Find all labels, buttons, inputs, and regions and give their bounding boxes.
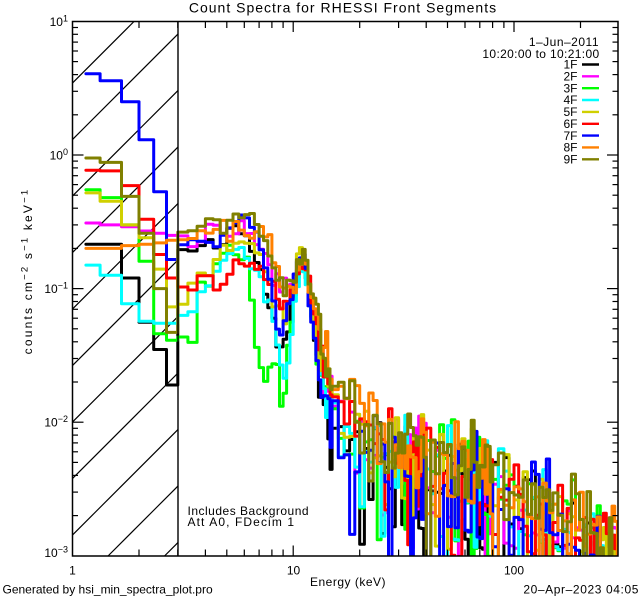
svg-text:Energy (keV): Energy (keV): [310, 575, 386, 589]
svg-text:1: 1: [69, 564, 76, 578]
svg-text:9F: 9F: [563, 153, 577, 167]
svg-text:Includes Background: Includes Background: [188, 504, 310, 518]
svg-text:101: 101: [50, 14, 68, 30]
svg-text:Generated by hsi_min_spectra_p: Generated by hsi_min_spectra_plot.pro: [3, 583, 213, 597]
svg-text:10:20:00 to 10:21:00: 10:20:00 to 10:21:00: [482, 47, 599, 61]
svg-text:8F: 8F: [563, 141, 577, 155]
svg-text:5F: 5F: [563, 105, 577, 119]
svg-text:10−3: 10−3: [44, 545, 68, 561]
svg-text:counts cm−2 s−1 keV−1: counts cm−2 s−1 keV−1: [20, 188, 36, 355]
svg-text:10−1: 10−1: [44, 280, 68, 296]
svg-text:6F: 6F: [563, 117, 577, 131]
svg-text:4F: 4F: [563, 93, 577, 107]
svg-text:10: 10: [287, 564, 301, 578]
svg-text:20–Apr–2023 04:05: 20–Apr–2023 04:05: [523, 583, 639, 597]
svg-text:3F: 3F: [563, 81, 577, 95]
svg-text:Att A0, FDecim 1: Att A0, FDecim 1: [188, 515, 296, 529]
svg-text:2F: 2F: [563, 70, 577, 84]
svg-text:Count Spectra for RHESSI Front: Count Spectra for RHESSI Front Segments: [189, 0, 497, 16]
svg-text:7F: 7F: [563, 129, 577, 143]
svg-text:1F: 1F: [563, 58, 577, 72]
svg-text:10−2: 10−2: [44, 414, 68, 430]
svg-text:100: 100: [504, 564, 524, 578]
svg-text:100: 100: [50, 147, 68, 163]
svg-text:1–Jun–2011: 1–Jun–2011: [529, 35, 599, 49]
